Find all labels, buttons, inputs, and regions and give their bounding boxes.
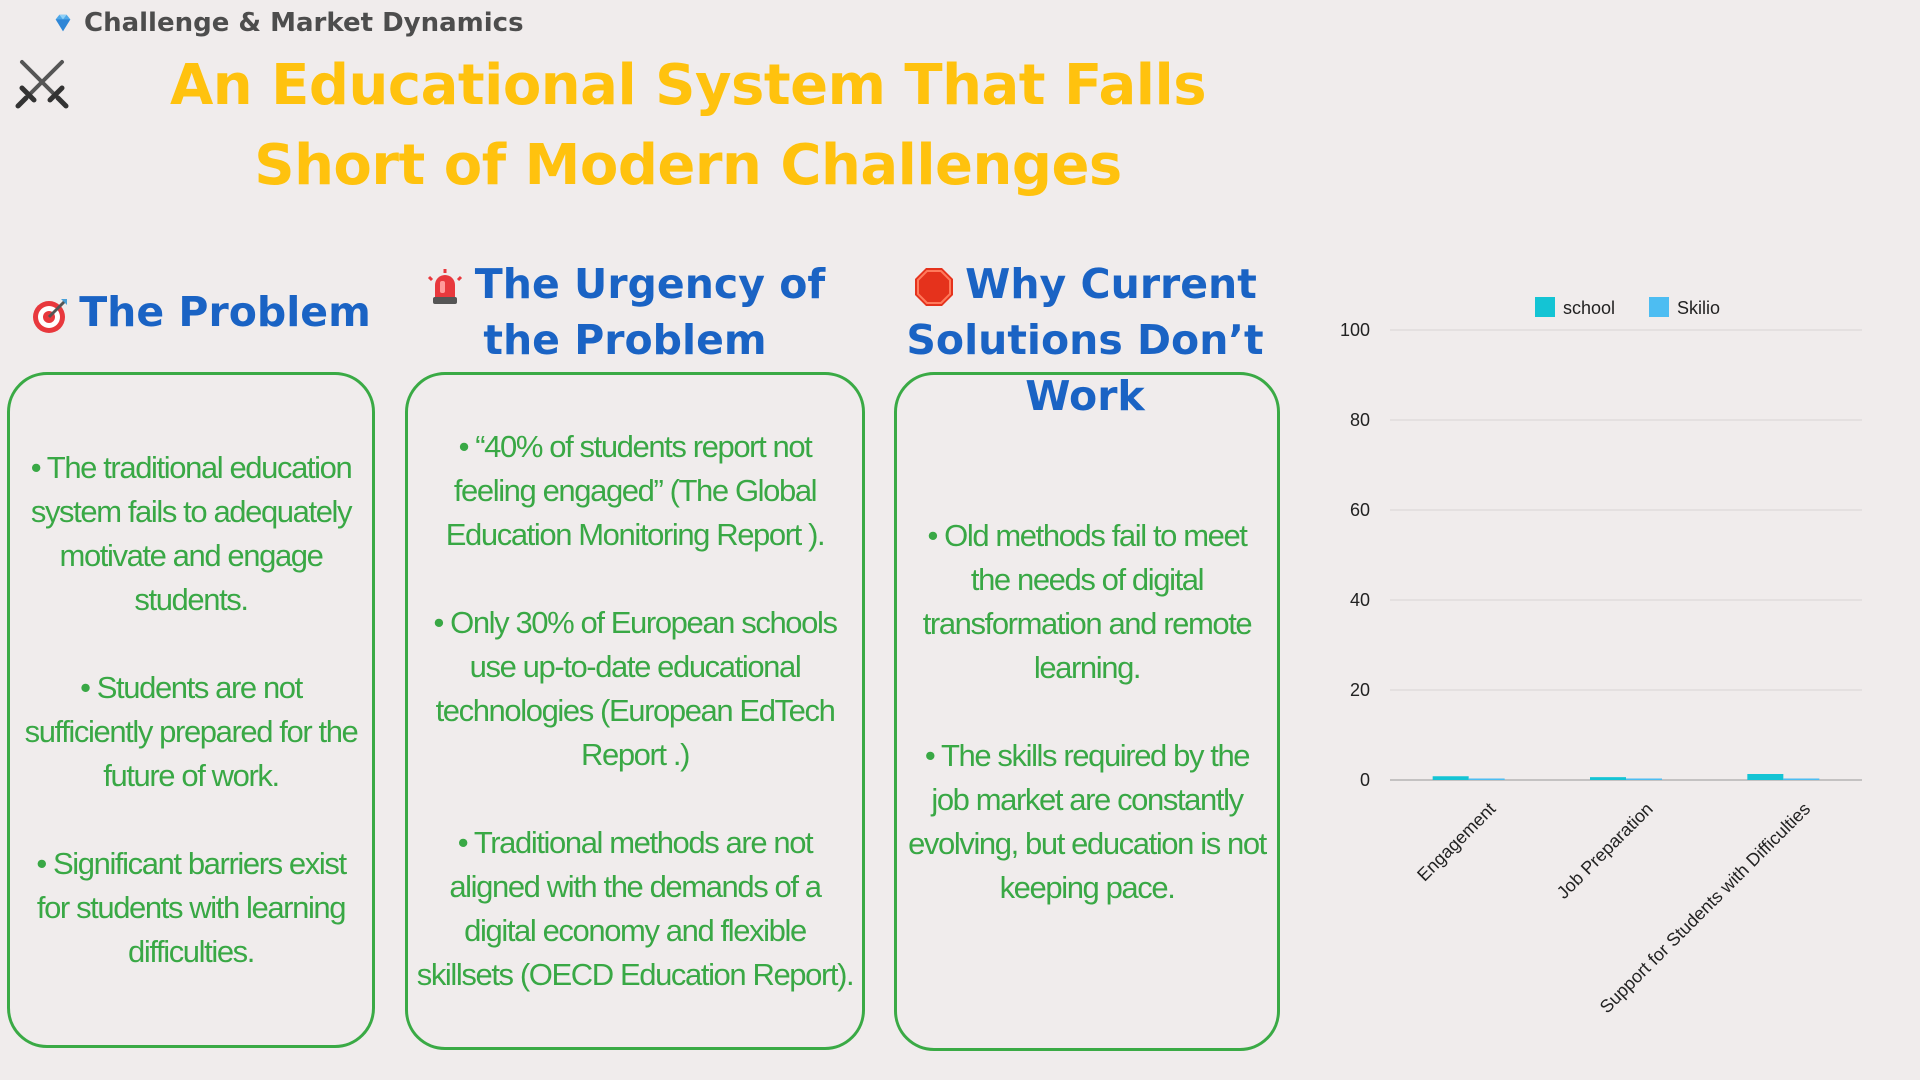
legend-swatch (1649, 297, 1669, 317)
siren-icon (425, 267, 465, 307)
problem-bullet-3: • Significant barriers exist for student… (18, 842, 364, 974)
y-tick-label: 80 (1350, 410, 1370, 430)
target-icon (29, 295, 69, 335)
urgency-bullet-1: • “40% of students report not feeling en… (416, 425, 854, 557)
crossed-swords-icon (14, 56, 70, 112)
bar-skilio (1626, 779, 1662, 781)
urgency-bullet-2: • Only 30% of European schools use up-to… (416, 601, 854, 777)
card-solutions: • Old methods fail to meet the needs of … (894, 372, 1280, 1051)
heading-problem: The Problem (20, 284, 380, 340)
y-tick-label: 20 (1350, 680, 1370, 700)
stop-sign-icon (913, 266, 955, 308)
bar-school (1747, 774, 1783, 780)
title-block: An Educational System That Falls Short o… (14, 46, 1294, 206)
legend-swatch (1535, 297, 1555, 317)
bar-skilio (1469, 779, 1505, 781)
y-tick-label: 100 (1340, 320, 1370, 340)
x-tick-label: Job Preparation (1553, 799, 1657, 903)
card-problem: • The traditional education system fails… (7, 372, 375, 1048)
y-tick-label: 40 (1350, 590, 1370, 610)
legend-label: school (1563, 298, 1615, 318)
urgency-bullet-3: • Traditional methods are not aligned wi… (416, 821, 854, 997)
problem-bullet-1: • The traditional education system fails… (18, 446, 364, 622)
gem-icon (52, 12, 74, 34)
solutions-bullet-2: • The skills required by the job market … (905, 734, 1269, 910)
y-tick-label: 60 (1350, 500, 1370, 520)
bar-school (1590, 777, 1626, 780)
page-title: An Educational System That Falls Short o… (14, 46, 1294, 206)
heading-urgency: The Urgency of the Problem (415, 256, 835, 368)
bar-chart: 0 20 40 60 80 100 school Skilio Engagement Job Pr… (1330, 280, 1920, 1060)
y-tick-label: 0 (1360, 770, 1370, 790)
heading-urgency-text: The Urgency of the Problem (475, 260, 825, 364)
solutions-bullet-1: • Old methods fail to meet the needs of … (905, 514, 1269, 690)
card-urgency: • “40% of students report not feeling en… (405, 372, 865, 1050)
legend-label: Skilio (1677, 298, 1720, 318)
section-kicker: Challenge & Market Dynamics (52, 8, 524, 38)
heading-problem-text: The Problem (79, 288, 371, 336)
kicker-text: Challenge & Market Dynamics (84, 8, 524, 38)
x-tick-label: Engagement (1413, 799, 1499, 885)
problem-bullet-2: • Students are not sufficiently prepared… (18, 666, 364, 798)
bar-skilio (1783, 779, 1819, 781)
bar-school (1433, 776, 1469, 780)
